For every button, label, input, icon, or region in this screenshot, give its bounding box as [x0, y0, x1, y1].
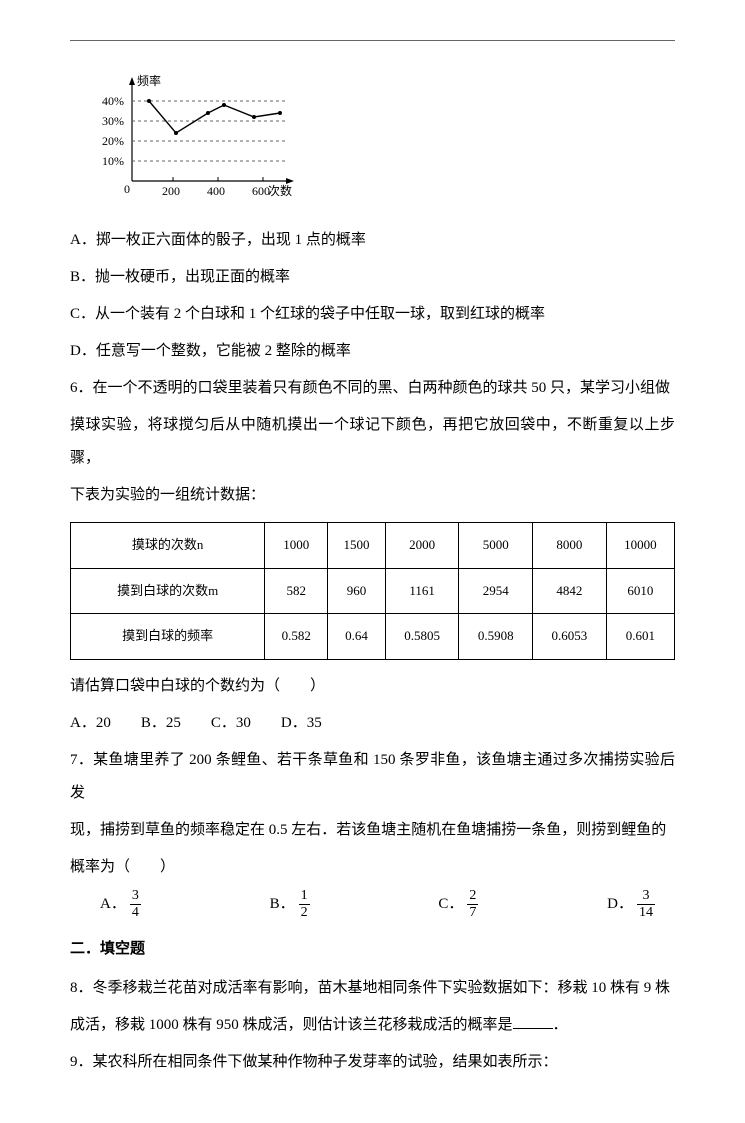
svg-text:30%: 30% [102, 114, 124, 128]
fraction-den: 7 [467, 905, 478, 920]
fraction: 1 2 [299, 888, 310, 920]
svg-text:400: 400 [207, 184, 225, 198]
table-cell: 1161 [385, 568, 459, 614]
q6-intro-line3: 下表为实验的一组统计数据： [70, 479, 675, 512]
q8-line2-b: ． [553, 1017, 568, 1033]
q7-option-a: A． 3 4 [100, 888, 141, 921]
q5-option-c: C．从一个装有 2 个白球和 1 个红球的袋子中任取一球，取到红球的概率 [70, 298, 675, 331]
q6-option-c: C．30 [211, 707, 251, 740]
fill-blank [513, 1013, 553, 1029]
table-cell: 1000 [265, 523, 328, 569]
svg-text:600: 600 [252, 184, 270, 198]
section-2-heading: 二．填空题 [70, 933, 675, 966]
table-row-m: 摸到白球的次数m [71, 568, 265, 614]
q7-option-b: B． 1 2 [270, 888, 310, 921]
table-row-freq: 摸到白球的频率 [71, 614, 265, 660]
frequency-chart: 频率 次数 10% 20% 30% 40% 200 400 600 [90, 71, 675, 214]
svg-text:10%: 10% [102, 154, 124, 168]
option-prefix: B． [270, 888, 295, 921]
q8-line2-a: 成活，移栽 1000 株有 950 株成活，则估计该兰花移栽成活的概率是 [70, 1017, 513, 1033]
q5-option-a: A．掷一枚正六面体的骰子，出现 1 点的概率 [70, 224, 675, 257]
q7-intro-line3: 概率为（ ） [70, 851, 675, 884]
fraction-num: 3 [130, 888, 141, 904]
q6-question: 请估算口袋中白球的个数约为（ ） [70, 670, 675, 703]
q6-intro-line1: 6．在一个不透明的口袋里装着只有颜色不同的黑、白两种颜色的球共 50 只，某学习… [70, 372, 675, 405]
y-axis-label: 频率 [137, 73, 161, 88]
fraction-den: 4 [130, 905, 141, 920]
x-axis-label: 次数 [268, 183, 292, 198]
table-cell: 582 [265, 568, 328, 614]
svg-text:200: 200 [162, 184, 180, 198]
table-cell: 6010 [606, 568, 674, 614]
table-row: 摸球的次数n 1000 1500 2000 5000 8000 10000 [71, 523, 675, 569]
table-cell: 2954 [459, 568, 533, 614]
q7-intro-line1: 7．某鱼塘里养了 200 条鲤鱼、若干条草鱼和 150 条罗非鱼，该鱼塘主通过多… [70, 744, 675, 810]
option-prefix: D． [607, 888, 633, 921]
fraction-num: 2 [467, 888, 478, 904]
page-top-rule [70, 40, 675, 41]
fraction: 2 7 [467, 888, 478, 920]
table-cell: 0.64 [328, 614, 386, 660]
q9-line1: 9．某农科所在相同条件下做某种作物种子发芽率的试验，结果如表所示： [70, 1046, 675, 1079]
q6-option-b: B．25 [141, 707, 181, 740]
q6-option-d: D．35 [281, 707, 322, 740]
svg-text:0: 0 [124, 182, 130, 196]
table-cell: 1500 [328, 523, 386, 569]
table-cell: 0.6053 [533, 614, 607, 660]
table-cell: 2000 [385, 523, 459, 569]
q6-option-a: A．20 [70, 707, 111, 740]
table-cell: 10000 [606, 523, 674, 569]
table-cell: 0.5908 [459, 614, 533, 660]
q7-option-c: C． 2 7 [438, 888, 478, 921]
q5-option-d: D．任意写一个整数，它能被 2 整除的概率 [70, 335, 675, 368]
table-row: 摸到白球的频率 0.582 0.64 0.5805 0.5908 0.6053 … [71, 614, 675, 660]
fraction-num: 3 [637, 888, 655, 904]
table-row: 摸到白球的次数m 582 960 1161 2954 4842 6010 [71, 568, 675, 614]
q6-table: 摸球的次数n 1000 1500 2000 5000 8000 10000 摸到… [70, 522, 675, 660]
svg-text:20%: 20% [102, 134, 124, 148]
q6-intro-line2: 摸球实验，将球搅匀后从中随机摸出一个球记下颜色，再把它放回袋中，不断重复以上步骤… [70, 409, 675, 475]
q8-line2: 成活，移栽 1000 株有 950 株成活，则估计该兰花移栽成活的概率是 ． [70, 1009, 675, 1042]
table-cell: 960 [328, 568, 386, 614]
q6-options: A．20 B．25 C．30 D．35 [70, 707, 675, 740]
table-cell: 5000 [459, 523, 533, 569]
fraction-den: 14 [637, 905, 655, 920]
option-prefix: A． [100, 888, 126, 921]
q7-intro-line2: 现，捕捞到草鱼的频率稳定在 0.5 左右．若该鱼塘主随机在鱼塘捕捞一条鱼，则捞到… [70, 814, 675, 847]
fraction: 3 14 [637, 888, 655, 920]
fraction-num: 1 [299, 888, 310, 904]
q7-option-d: D． 3 14 [607, 888, 655, 921]
fraction-den: 2 [299, 905, 310, 920]
table-cell: 8000 [533, 523, 607, 569]
chart-svg: 频率 次数 10% 20% 30% 40% 200 400 600 [90, 71, 300, 201]
table-header-n: 摸球的次数n [71, 523, 265, 569]
table-cell: 0.582 [265, 614, 328, 660]
option-prefix: C． [438, 888, 463, 921]
q5-option-b: B．抛一枚硬币，出现正面的概率 [70, 261, 675, 294]
q8-line1: 8．冬季移栽兰花苗对成活率有影响，苗木基地相同条件下实验数据如下：移栽 10 株… [70, 972, 675, 1005]
table-cell: 0.601 [606, 614, 674, 660]
fraction: 3 4 [130, 888, 141, 920]
svg-text:40%: 40% [102, 94, 124, 108]
table-cell: 0.5805 [385, 614, 459, 660]
q7-options: A． 3 4 B． 1 2 C． 2 7 D． 3 14 [70, 888, 675, 921]
table-cell: 4842 [533, 568, 607, 614]
